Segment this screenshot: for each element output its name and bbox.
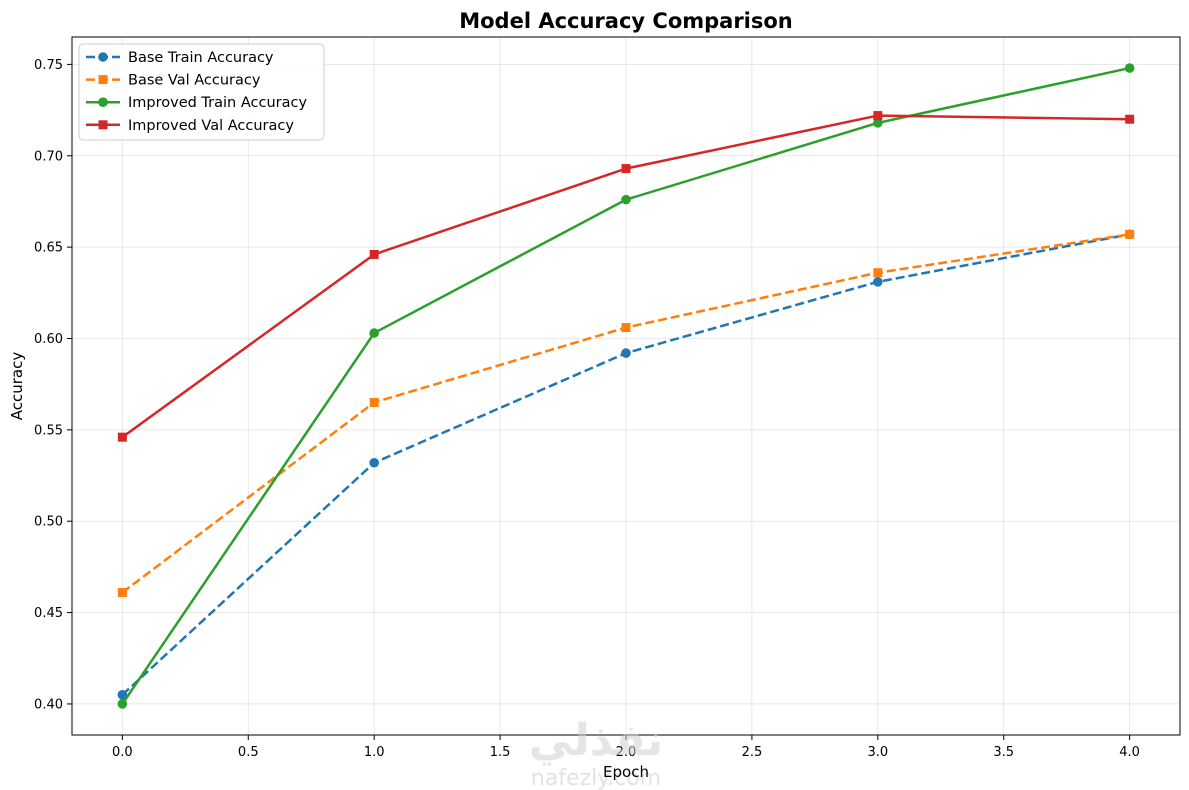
data-point xyxy=(369,457,379,468)
y-tick-label: 0.50 xyxy=(34,515,63,530)
data-point xyxy=(621,348,631,358)
series-2 xyxy=(117,229,1135,597)
data-point xyxy=(117,587,127,597)
legend-marker xyxy=(98,120,108,130)
x-tick-label: 0.0 xyxy=(112,745,133,760)
y-tick-label: 0.65 xyxy=(34,241,63,256)
data-point xyxy=(117,690,128,700)
x-tick-label: 3.5 xyxy=(993,745,1014,760)
data-point xyxy=(117,699,128,709)
x-tick-label: 1.5 xyxy=(490,745,511,760)
x-tick-label: 1.0 xyxy=(364,745,385,760)
data-point xyxy=(1125,229,1135,239)
watermark-arabic: نفذلي xyxy=(529,715,664,766)
series-4 xyxy=(117,111,1135,442)
legend-items: Base Train Accuracy Base Val Accuracy Impr… xyxy=(86,50,307,134)
legend-label: Improved Train Accuracy xyxy=(128,95,307,111)
y-tick-label: 0.75 xyxy=(34,58,63,73)
watermark: نفذلي nafezly.com xyxy=(529,715,664,790)
data-point xyxy=(873,111,883,121)
axis-ticks: 0.0 0.5 1.0 1.5 2.0 2.5 3.0 3.5 4.0 0.40 0.45 0.50 0… xyxy=(34,58,1140,760)
data-point xyxy=(873,268,883,278)
data-point xyxy=(369,328,379,338)
y-tick-label: 0.60 xyxy=(34,332,63,347)
legend-entry: Improved Train Accuracy xyxy=(86,95,307,111)
x-tick-label: 2.5 xyxy=(742,745,763,760)
series-3 xyxy=(117,63,1135,709)
y-tick-label: 0.40 xyxy=(34,697,63,712)
series-lines xyxy=(117,63,1135,709)
legend-label: Base Train Accuracy xyxy=(128,50,274,66)
chart-title: Model Accuracy Comparison xyxy=(459,9,793,33)
data-point xyxy=(621,194,631,205)
data-point xyxy=(1124,63,1135,73)
legend-marker xyxy=(98,75,108,85)
y-tick-label: 0.45 xyxy=(34,606,63,621)
legend-frame xyxy=(78,43,325,141)
data-point xyxy=(621,164,631,174)
legend-label: Improved Val Accuracy xyxy=(128,118,294,134)
legend-entry: Base Train Accuracy xyxy=(86,50,274,66)
data-point xyxy=(1125,114,1135,124)
data-point xyxy=(873,118,883,128)
legend-marker xyxy=(98,97,108,107)
data-point xyxy=(369,249,379,259)
data-point xyxy=(369,397,379,407)
x-tick-label: 4.0 xyxy=(1119,745,1140,760)
legend-marker xyxy=(98,52,108,62)
watermark-latin: nafezly.com xyxy=(531,766,661,790)
y-tick-label: 0.55 xyxy=(34,423,63,438)
data-point xyxy=(873,277,883,287)
x-tick-label: 3.0 xyxy=(867,745,888,760)
x-axis-title: Epoch xyxy=(603,763,649,781)
y-axis-title: Accuracy xyxy=(8,352,26,421)
legend-entry: Improved Val Accuracy xyxy=(86,118,294,134)
y-tick-label: 0.70 xyxy=(34,149,63,164)
x-tick-label: 2.0 xyxy=(616,745,637,760)
x-tick-label: 0.5 xyxy=(238,745,259,760)
legend: Base Train Accuracy Base Val Accuracy Impr… xyxy=(78,43,325,141)
grid-lines xyxy=(72,37,1180,735)
data-point xyxy=(117,432,127,442)
data-point xyxy=(621,323,631,333)
legend-label: Base Val Accuracy xyxy=(128,73,261,89)
legend-entry: Base Val Accuracy xyxy=(86,73,261,89)
